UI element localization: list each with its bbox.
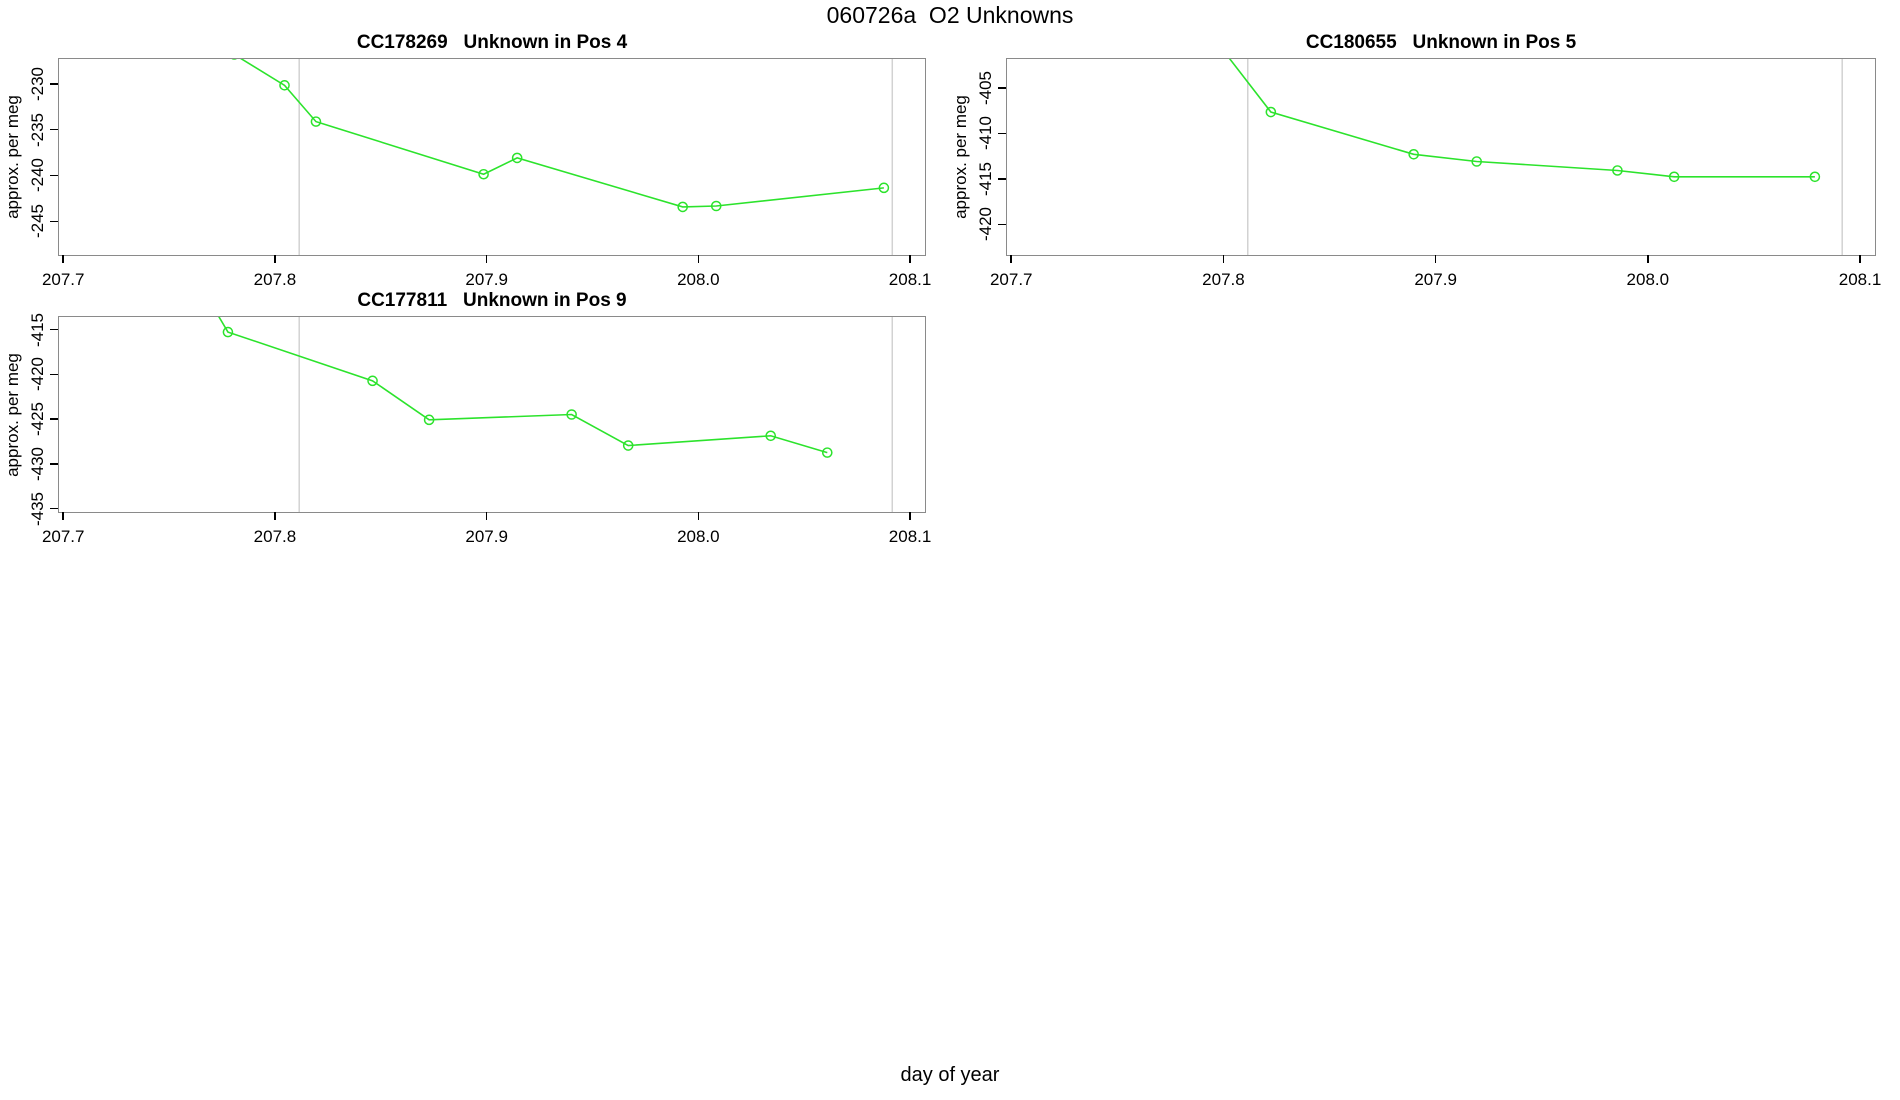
x-tick — [274, 512, 276, 520]
x-tick — [1434, 255, 1437, 263]
y-tick — [997, 223, 1006, 226]
series-line — [218, 317, 828, 454]
y-tick-label: -230 — [28, 66, 47, 101]
data-point — [677, 201, 689, 213]
y-tick — [49, 463, 58, 465]
x-tick — [274, 255, 276, 263]
y-tick-label: -410 — [976, 116, 995, 151]
y-tick — [997, 132, 1006, 135]
series-line — [1228, 59, 1815, 178]
x-tick-label: 207.8 — [1202, 270, 1245, 289]
x-tick-label: 207.9 — [1414, 270, 1457, 289]
chart-pos5: CC180655 Unknown in Pos 5 approx. per me… — [951, 32, 1881, 289]
y-tick — [49, 418, 58, 420]
y-tick — [49, 83, 58, 85]
y-tick — [49, 373, 58, 376]
data-point — [622, 440, 634, 451]
x-tick-label: 208.0 — [677, 270, 720, 289]
data-point — [710, 200, 722, 212]
x-tick — [485, 255, 488, 263]
data-point — [1265, 106, 1277, 118]
x-tick-label: 207.7 — [989, 270, 1033, 289]
y-tick-label: -245 — [28, 204, 47, 239]
data-point — [1408, 149, 1419, 160]
data-point — [1471, 156, 1483, 167]
chart-pos4: CC178269 Unknown in Pos 4 approx. per me… — [3, 32, 931, 289]
chart-pos9-title: CC177811 Unknown in Pos 9 — [357, 290, 627, 311]
x-tick-label: 207.8 — [253, 527, 297, 546]
y-tick-label: -420 — [976, 207, 995, 242]
x-tick-label: 208.1 — [1838, 270, 1882, 289]
y-tick-label: -405 — [976, 71, 995, 106]
data-point — [279, 80, 290, 91]
chart-pos4-title: CC178269 Unknown in Pos 4 — [356, 32, 628, 53]
y-tick-label: -415 — [28, 312, 47, 347]
x-tick-label: 208.0 — [1626, 270, 1670, 289]
x-tick — [1010, 255, 1012, 263]
y-tick-label: -435 — [28, 491, 47, 526]
page-title: 060726a O2 Unknowns — [826, 2, 1074, 28]
data-point — [310, 116, 322, 127]
chart-pos5-title: CC180655 Unknown in Pos 5 — [1305, 32, 1577, 53]
data-point — [1809, 171, 1821, 183]
data-point — [566, 409, 577, 420]
x-tick-label: 208.1 — [888, 527, 932, 546]
x-tick-label: 207.7 — [41, 270, 85, 289]
x-tick-label: 207.7 — [41, 527, 85, 546]
data-point — [222, 326, 234, 338]
chart-pos9-ylabel: approx. per meg — [3, 352, 22, 477]
x-tick — [909, 255, 911, 263]
data-point — [821, 447, 833, 458]
y-tick-label: -415 — [976, 161, 995, 196]
data-point — [367, 375, 378, 387]
plot-area — [1228, 59, 1843, 255]
x-tick — [1647, 255, 1649, 263]
x-tick-label: 208.1 — [888, 270, 932, 289]
x-tick-label: 207.8 — [253, 270, 297, 289]
data-point — [1612, 165, 1623, 176]
y-tick-label: -420 — [28, 357, 47, 392]
x-tick — [909, 512, 911, 520]
x-tick-label: 207.9 — [465, 270, 508, 289]
plot-area — [231, 59, 894, 255]
y-tick — [997, 87, 1006, 89]
x-tick — [697, 512, 700, 520]
x-tick — [62, 512, 64, 520]
x-tick-label: 208.0 — [677, 527, 720, 546]
x-tick — [62, 255, 64, 263]
data-point — [1668, 171, 1680, 183]
chart-pos4-ylabel: approx. per meg — [3, 95, 22, 219]
y-tick-label: -425 — [28, 402, 47, 437]
x-axis-label: day of year — [900, 1064, 1000, 1086]
y-tick — [49, 328, 58, 331]
chart-pos5-ylabel: approx. per meg — [951, 95, 970, 219]
x-tick — [697, 255, 700, 263]
y-tick-label: -235 — [28, 112, 47, 147]
data-point — [511, 152, 523, 164]
data-point — [423, 414, 435, 426]
x-tick — [1859, 255, 1861, 263]
y-tick — [49, 128, 58, 131]
y-tick-label: -240 — [28, 158, 47, 193]
x-tick — [1222, 255, 1225, 263]
series-line — [240, 59, 884, 208]
chart-pos9: CC177811 Unknown in Pos 9 approx. per me… — [3, 290, 931, 546]
x-tick-label: 207.9 — [465, 527, 508, 546]
data-point — [765, 430, 777, 442]
y-tick — [49, 507, 58, 510]
x-tick — [485, 512, 488, 520]
y-tick-label: -430 — [28, 446, 47, 481]
data-point — [878, 182, 890, 194]
y-tick — [49, 174, 58, 177]
plot-area — [218, 317, 893, 512]
data-point — [478, 168, 489, 180]
y-tick — [49, 220, 58, 222]
y-tick — [997, 178, 1006, 180]
